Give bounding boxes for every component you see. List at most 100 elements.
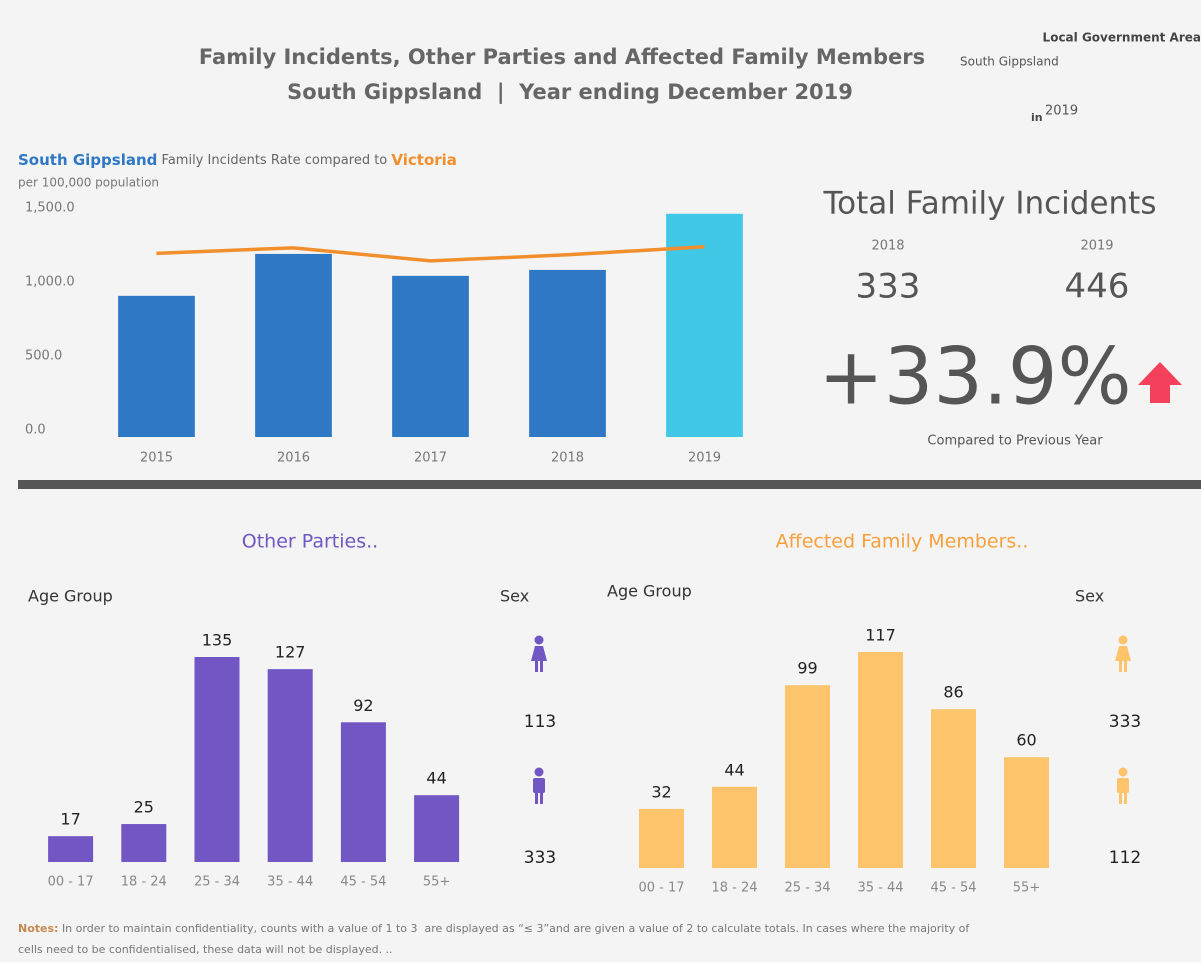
icon-body: [533, 778, 545, 793]
data-label: 44: [426, 769, 446, 788]
kpi-caption: Compared to Previous Year: [927, 434, 1103, 449]
notes: Notes: In order to maintain confidential…: [18, 922, 970, 935]
icon-leg: [1119, 792, 1122, 804]
title: Family Incidents, Other Parties and Affe…: [199, 45, 925, 69]
sex-value: 113: [524, 712, 556, 732]
icon-head: [534, 767, 544, 777]
icon-leg: [540, 792, 543, 804]
x-tick-label: 45 - 54: [930, 881, 976, 896]
icon-head: [534, 635, 544, 645]
sex-label: Sex: [500, 587, 529, 606]
divider: [18, 480, 1201, 489]
x-tick-label: 35 - 44: [267, 875, 313, 890]
x-tick-label: 2015: [140, 451, 173, 466]
bar: [340, 722, 386, 862]
line: [156, 245, 705, 263]
bar: [1004, 757, 1049, 868]
x-tick-label: 2019: [688, 451, 721, 466]
data-label: 25: [134, 798, 154, 817]
icon-leg: [535, 792, 538, 804]
x-tick-label: 18 - 24: [121, 875, 167, 890]
sex-value: 112: [1109, 848, 1141, 868]
title-area: South Gippsland: [18, 151, 157, 169]
axis-title: Age Group: [28, 587, 113, 606]
data-label: 135: [202, 631, 233, 650]
sex-value: 333: [524, 848, 556, 868]
filter-label: Local Government Area: [1043, 31, 1201, 45]
x-tick-label: 2017: [414, 451, 447, 466]
data-label: 99: [797, 659, 817, 678]
x-tick-label: 00 - 17: [638, 881, 684, 896]
sex-label: Sex: [1075, 587, 1104, 606]
bar: [118, 295, 195, 437]
chart-title: Other Parties..: [242, 531, 378, 553]
filter-year: 2019: [1045, 104, 1078, 119]
bar: [194, 657, 240, 862]
chart-subtitle: per 100,000 population: [18, 176, 159, 190]
chart-title: Affected Family Members..: [776, 531, 1029, 553]
icon-leg: [1124, 792, 1127, 804]
icon-leg: [540, 660, 543, 672]
bar: [414, 795, 460, 862]
data-label: 60: [1016, 731, 1036, 750]
bar: [931, 709, 976, 868]
title-state: Victoria: [391, 151, 457, 169]
data-label: 92: [353, 696, 373, 715]
in-label: in: [1031, 111, 1043, 124]
bar: [785, 685, 830, 868]
bar: [267, 669, 313, 862]
x-tick-label: 25 - 34: [784, 881, 830, 896]
data-label: 86: [943, 683, 963, 702]
axis-title: Age Group: [607, 582, 692, 601]
icon-body: [1117, 778, 1129, 793]
bar: [529, 269, 606, 437]
icon-body: [1115, 646, 1131, 661]
notes-line: cells need to be confidentialised, these…: [18, 943, 393, 956]
bar: [392, 275, 469, 437]
bar: [712, 786, 757, 868]
x-tick-label: 35 - 44: [857, 881, 903, 896]
kpi-value: 446: [1065, 267, 1130, 307]
x-tick-label: 55+: [1013, 881, 1040, 896]
icon-leg: [535, 660, 538, 672]
bar: [48, 836, 94, 862]
y-tick-label: 1,500.0: [25, 200, 75, 215]
icon-body: [531, 646, 547, 661]
x-tick-label: 2016: [277, 451, 310, 466]
kpi-year: 2019: [1080, 239, 1113, 254]
x-tick-label: 2018: [551, 451, 584, 466]
chart-title: South Gippsland Family Incidents Rate co…: [18, 151, 457, 169]
kpi-year: 2018: [871, 239, 904, 254]
icon-head: [1118, 767, 1128, 777]
data-label: 17: [60, 810, 80, 829]
sex-value: 333: [1109, 712, 1141, 732]
icon-leg: [1119, 660, 1122, 672]
y-tick-label: 1,000.0: [25, 274, 75, 289]
data-label: 127: [275, 643, 306, 662]
icon-leg: [1124, 660, 1127, 672]
notes-label: Notes:: [18, 922, 58, 935]
x-tick-label: 55+: [423, 875, 450, 890]
title-text: Family Incidents Rate compared to: [162, 153, 388, 168]
up-arrow: [1138, 362, 1182, 403]
x-tick-label: 00 - 17: [48, 875, 94, 890]
filter-value: South Gippsland: [960, 55, 1059, 69]
x-tick-label: 18 - 24: [711, 881, 757, 896]
bar: [121, 824, 167, 862]
y-tick-label: 0.0: [25, 423, 46, 438]
icon-head: [1118, 635, 1128, 645]
bar: [255, 253, 332, 437]
data-label: 32: [651, 782, 671, 801]
bar: [639, 808, 684, 868]
y-tick-label: 500.0: [25, 348, 62, 363]
x-tick-label: 25 - 34: [194, 875, 240, 890]
bar: [858, 652, 903, 868]
kpi-change: +33.9%: [818, 332, 1131, 422]
kpi-value: 333: [856, 267, 921, 307]
bar: [666, 213, 743, 437]
notes-line: In order to maintain confidentiality, co…: [62, 922, 970, 935]
subtitle: South Gippsland | Year ending December 2…: [287, 80, 853, 105]
data-label: 117: [865, 626, 896, 645]
x-tick-label: 45 - 54: [340, 875, 386, 890]
